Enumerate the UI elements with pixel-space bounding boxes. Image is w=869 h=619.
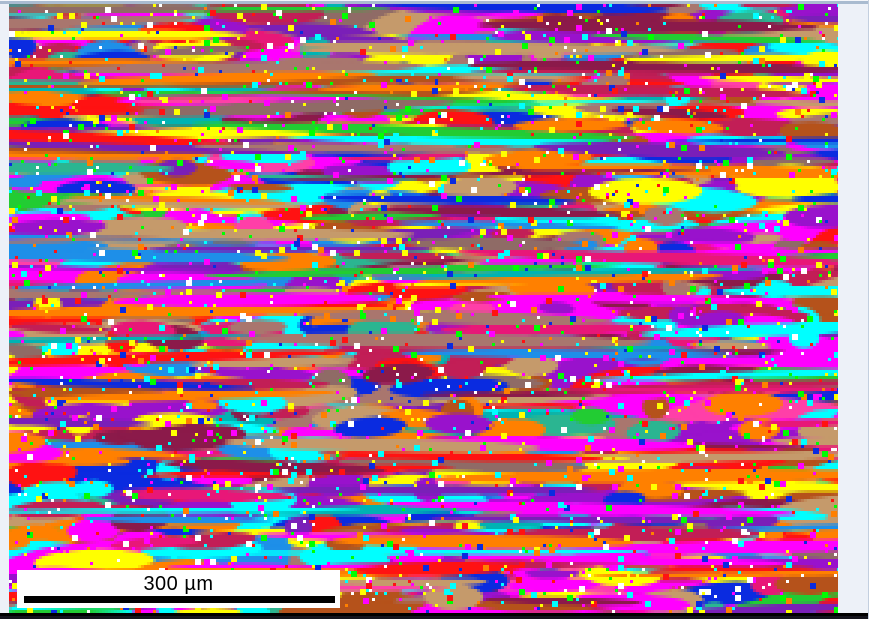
scale-bar-label: 300 µm [143,573,214,595]
ebsd-grain-map-image [9,4,838,613]
window-bottom-border [0,613,868,619]
window-top-border [0,0,868,4]
scale-bar-line [24,596,335,603]
scale-bar: 300 µm [17,570,340,608]
ebsd-map-frame: 300 µm [9,4,838,613]
